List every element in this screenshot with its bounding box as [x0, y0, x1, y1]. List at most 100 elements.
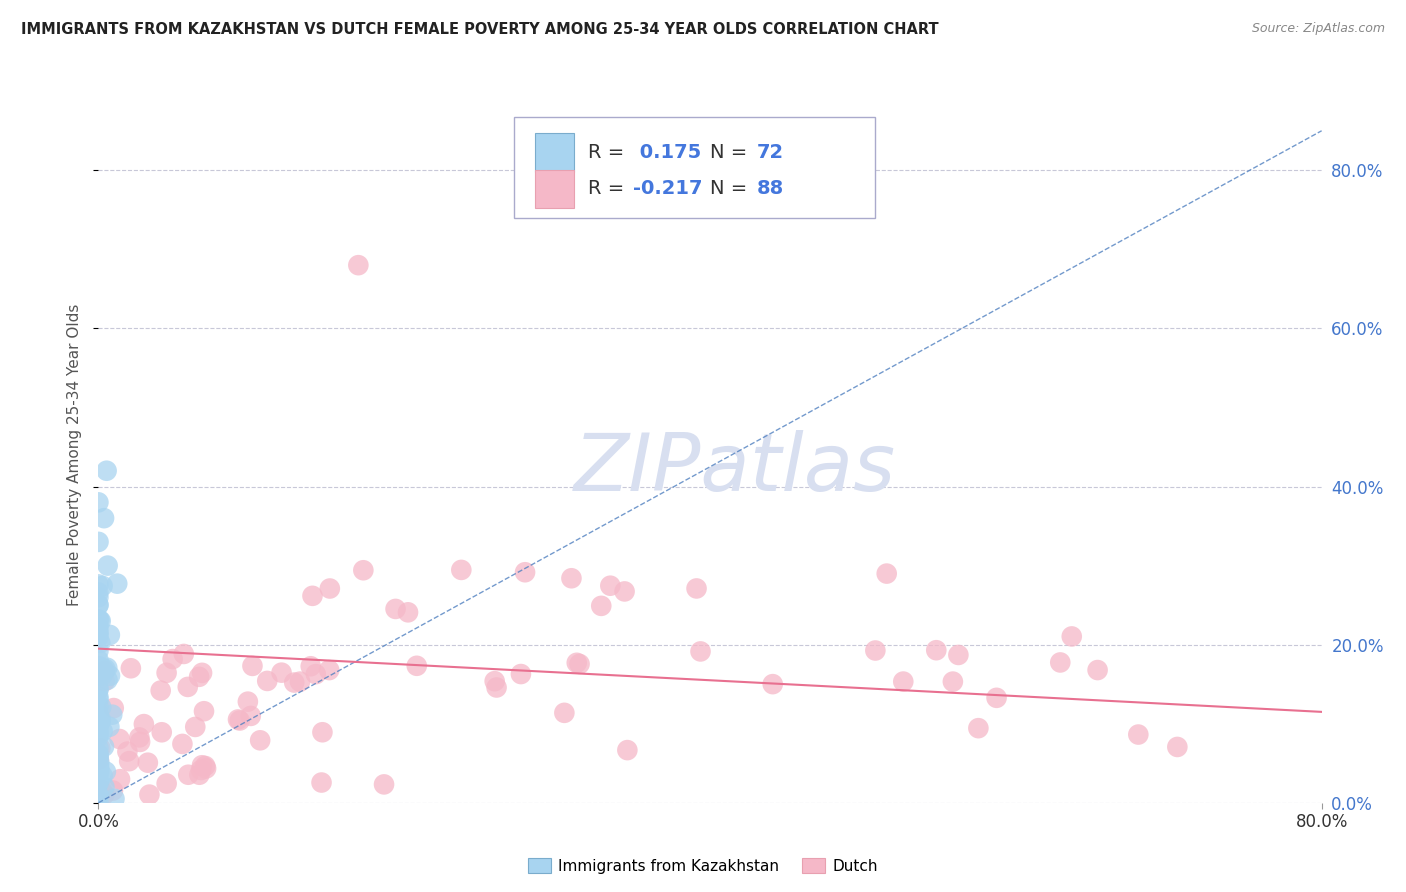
Point — [319, 582, 342, 596]
Point — [89, 741, 111, 756]
Point — [87, 620, 110, 634]
Point — [129, 735, 152, 749]
Point — [150, 725, 173, 739]
Point — [173, 647, 195, 661]
Point — [89, 760, 111, 774]
Point — [87, 718, 110, 732]
Point — [685, 582, 707, 596]
Point — [942, 674, 965, 689]
Point — [87, 775, 110, 789]
Point — [616, 743, 638, 757]
Point — [87, 698, 110, 713]
Point — [195, 762, 218, 776]
Point — [93, 511, 115, 525]
Point — [299, 659, 322, 673]
Point — [96, 661, 118, 675]
Point — [283, 675, 305, 690]
Point — [194, 759, 217, 773]
Point — [108, 731, 131, 746]
Point — [405, 658, 427, 673]
Point — [568, 657, 591, 671]
Point — [91, 579, 114, 593]
Point — [93, 739, 115, 754]
Point — [87, 750, 110, 764]
Point — [256, 673, 278, 688]
Point — [565, 656, 588, 670]
Point — [87, 664, 110, 678]
Point — [311, 775, 333, 789]
Point — [1128, 727, 1150, 741]
Point — [96, 464, 118, 478]
Point — [118, 754, 141, 768]
Bar — [536, 169, 574, 208]
Point — [87, 624, 110, 639]
Point — [948, 648, 970, 662]
Point — [90, 713, 112, 727]
Point — [97, 558, 120, 573]
Point — [87, 690, 110, 704]
Point — [105, 576, 128, 591]
Point — [226, 713, 249, 727]
Point — [87, 749, 110, 764]
Point — [87, 766, 110, 780]
Point — [191, 758, 214, 772]
Point — [155, 665, 177, 680]
Point — [689, 644, 711, 658]
Point — [94, 662, 117, 676]
Bar — [536, 134, 574, 172]
Point — [384, 602, 406, 616]
Point — [188, 670, 211, 684]
Point — [87, 598, 110, 612]
Point — [87, 669, 110, 683]
Point — [513, 566, 536, 580]
Point — [87, 682, 110, 697]
Point — [93, 788, 115, 802]
Point — [270, 665, 292, 680]
Point — [93, 674, 115, 689]
Text: 88: 88 — [756, 179, 783, 198]
Point — [1166, 739, 1188, 754]
Point — [762, 677, 785, 691]
Text: N =: N = — [710, 143, 754, 162]
Point — [242, 659, 264, 673]
Point — [117, 745, 139, 759]
Point — [396, 605, 419, 619]
Point — [91, 769, 114, 783]
Point — [239, 709, 262, 723]
Point — [190, 763, 212, 777]
Point — [193, 704, 215, 718]
Point — [1049, 656, 1071, 670]
Point — [87, 789, 110, 803]
Point — [87, 659, 110, 673]
Point — [450, 563, 472, 577]
Point — [925, 643, 948, 657]
Text: 72: 72 — [756, 143, 783, 162]
Point — [352, 563, 374, 577]
Point — [87, 585, 110, 599]
Point — [89, 636, 111, 650]
Y-axis label: Female Poverty Among 25-34 Year Olds: Female Poverty Among 25-34 Year Olds — [67, 304, 83, 606]
Point — [87, 709, 110, 723]
Point — [132, 717, 155, 731]
Point — [1087, 663, 1109, 677]
Point — [484, 674, 506, 689]
Point — [93, 780, 115, 794]
Point — [101, 707, 124, 722]
Point — [87, 730, 110, 744]
Point — [613, 584, 636, 599]
Point — [87, 776, 110, 790]
Point — [311, 725, 333, 739]
Point — [87, 794, 110, 808]
Point — [229, 714, 252, 728]
Point — [87, 682, 110, 697]
Point — [87, 714, 110, 729]
Point — [347, 258, 370, 272]
Point — [191, 665, 214, 680]
Point — [136, 756, 159, 770]
Point — [149, 683, 172, 698]
Point — [103, 701, 125, 715]
Point — [177, 768, 200, 782]
Point — [87, 612, 110, 626]
Point — [87, 644, 110, 658]
Point — [162, 652, 184, 666]
